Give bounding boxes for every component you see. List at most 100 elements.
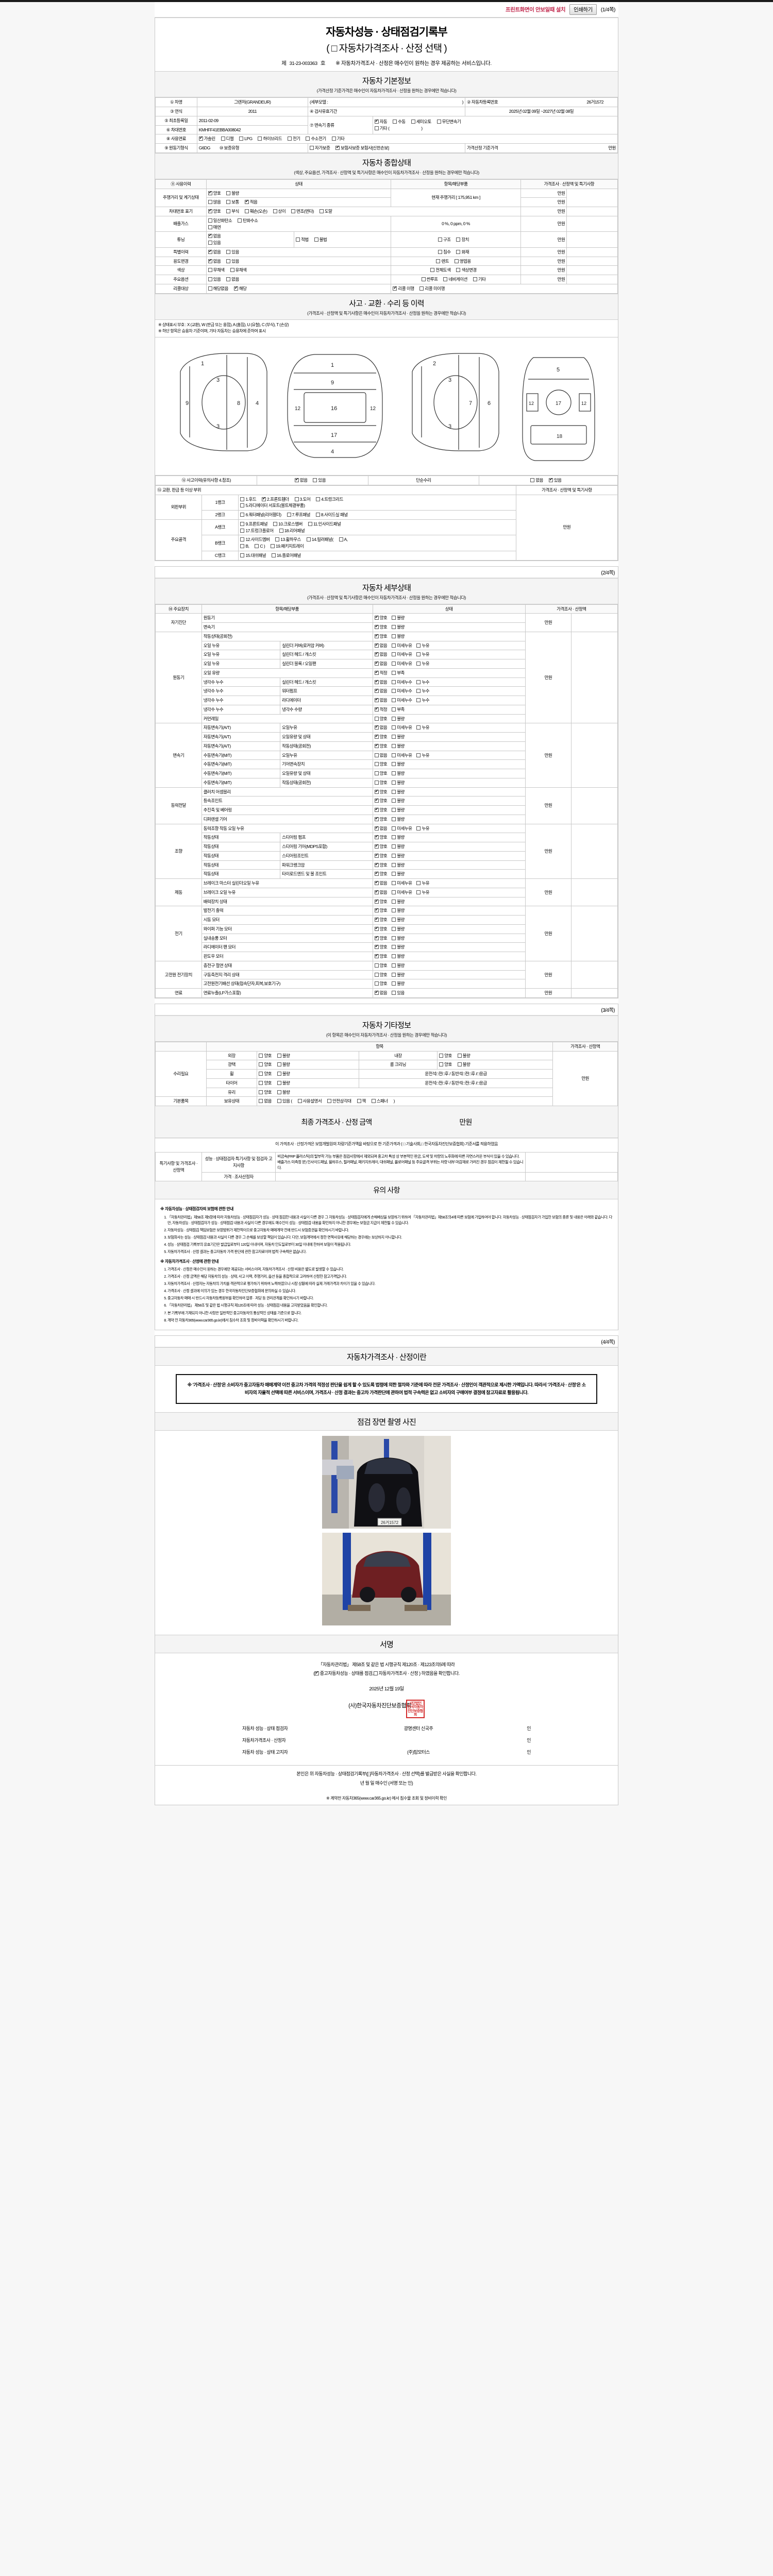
checkbox-icon[interactable] — [240, 497, 245, 501]
holding-opt-none[interactable]: 없음 — [259, 1098, 272, 1105]
checkbox-icon[interactable] — [226, 209, 231, 214]
checkbox-icon[interactable] — [374, 780, 379, 785]
interior-opt-good[interactable]: 양호 — [439, 1053, 452, 1059]
mileage-opt-normal[interactable]: 보통 — [226, 199, 239, 206]
checkbox-icon[interactable] — [374, 753, 379, 757]
checkbox-icon[interactable] — [436, 259, 441, 263]
checkbox-icon[interactable] — [392, 689, 396, 693]
recall-opt-applicable[interactable]: 해당 — [233, 285, 247, 292]
checkbox-icon[interactable] — [473, 277, 477, 282]
checkbox-icon[interactable] — [392, 926, 396, 931]
checkbox-icon[interactable] — [416, 643, 421, 648]
detail-option[interactable]: 불량 — [392, 953, 405, 960]
detail-option[interactable]: 없음 — [374, 752, 388, 759]
checkbox-icon[interactable] — [392, 716, 396, 721]
checkbox-icon[interactable] — [374, 771, 379, 776]
detail-option[interactable]: 누수 — [416, 679, 430, 686]
checkbox-icon[interactable] — [259, 1053, 263, 1058]
mileage-opt-good[interactable]: 양호 — [208, 190, 221, 197]
checkbox-icon[interactable] — [226, 200, 231, 205]
wheel-position-options[interactable]: 운전석□전□후 / 동반석□전□후 /□응급 — [358, 1069, 553, 1079]
part-front-panel[interactable]: 9.프론트패널 — [240, 521, 268, 528]
checkbox-icon[interactable] — [392, 844, 396, 849]
polish-opt-bad[interactable]: 불량 — [277, 1061, 290, 1068]
checkbox-checked-icon[interactable] — [208, 233, 212, 239]
item-manual[interactable]: 사용설명서 — [297, 1098, 322, 1105]
checkbox-icon[interactable] — [416, 680, 421, 684]
detail-option[interactable]: 미세누수 — [392, 697, 412, 704]
vin-opt-good[interactable]: 양호 — [208, 208, 221, 215]
checkbox-icon[interactable] — [208, 286, 212, 291]
checkbox-icon[interactable] — [374, 716, 379, 721]
color-opt-chromatic[interactable]: 유채색 — [230, 267, 247, 274]
checkbox-icon[interactable] — [392, 753, 396, 757]
checkbox-icon[interactable] — [392, 872, 396, 876]
checkbox-icon[interactable] — [416, 881, 421, 886]
detail-option[interactable]: 양호 — [374, 935, 388, 942]
checkbox-checked-icon[interactable] — [208, 190, 212, 195]
checkbox-icon[interactable] — [287, 137, 292, 141]
tuning-opt-legal[interactable]: 적법 — [296, 236, 309, 243]
checkbox-icon[interactable] — [208, 200, 212, 205]
detail-option[interactable]: 있음 — [392, 990, 405, 996]
checkbox-checked-icon[interactable] — [374, 789, 379, 794]
checkbox-icon[interactable] — [392, 918, 396, 922]
checkbox-checked-icon[interactable] — [393, 285, 397, 291]
detail-option[interactable]: 양호 — [374, 962, 388, 969]
checkbox-icon[interactable] — [374, 126, 379, 131]
checkbox-icon[interactable] — [277, 1062, 281, 1067]
polish-opt-good[interactable]: 양호 — [259, 1061, 272, 1068]
checkbox-checked-icon[interactable] — [374, 624, 379, 630]
checkbox-icon[interactable] — [392, 954, 396, 959]
checkbox-icon[interactable] — [238, 218, 242, 223]
detail-option[interactable]: 양호 — [374, 807, 388, 814]
mileage-opt-many[interactable]: 많음 — [208, 199, 221, 206]
checkbox-icon[interactable] — [392, 945, 396, 950]
checkbox-icon[interactable] — [392, 899, 396, 904]
checkbox-icon[interactable] — [392, 826, 396, 831]
checkbox-icon[interactable] — [306, 137, 310, 141]
fuel-opt-other[interactable]: 기타 — [331, 135, 345, 142]
detail-option[interactable]: 없음 — [374, 660, 388, 667]
detail-option[interactable]: 누수 — [416, 697, 430, 704]
detail-option[interactable]: 불량 — [392, 770, 405, 777]
part-roof-panel[interactable]: 7.루프패널 — [287, 512, 311, 518]
detail-option[interactable]: 누유 — [416, 642, 430, 649]
detail-option[interactable]: 적정 — [374, 670, 388, 676]
options-opt-sunroof[interactable]: 썬루프 — [421, 276, 438, 283]
checkbox-icon[interactable] — [392, 698, 396, 703]
vin-opt-corrosion[interactable]: 부식 — [226, 208, 239, 215]
checkbox-icon[interactable] — [277, 1053, 281, 1058]
warranty-opt-insurer[interactable]: 보험사보증 보험사[신한손보] — [335, 145, 389, 151]
checkbox-icon[interactable] — [392, 936, 396, 940]
fuel-opt-lpg[interactable]: LPG — [239, 135, 253, 142]
checkbox-icon[interactable] — [240, 553, 245, 557]
detail-option[interactable]: 양호 — [374, 862, 388, 869]
detail-option[interactable]: 없음 — [374, 724, 388, 731]
checkbox-icon[interactable] — [226, 191, 231, 195]
checkbox-checked-icon[interactable] — [208, 258, 212, 263]
part-pillar-a[interactable]: A, — [339, 536, 348, 543]
checkbox-icon[interactable] — [392, 735, 396, 739]
transmission-opt-semiauto[interactable]: 세미오토 — [411, 118, 431, 125]
transmission-opt-auto[interactable]: 자동 — [374, 118, 388, 125]
checkbox-icon[interactable] — [291, 209, 296, 214]
detail-option[interactable]: 없음 — [374, 688, 388, 694]
checkbox-icon[interactable] — [392, 991, 396, 995]
checkbox-checked-icon[interactable] — [374, 706, 379, 711]
checkbox-icon[interactable] — [221, 137, 225, 141]
checkbox-icon[interactable] — [296, 237, 300, 242]
detail-option[interactable]: 불량 — [392, 624, 405, 631]
fuel-opt-gasoline[interactable]: 가솔린 — [198, 135, 215, 142]
checkbox-checked-icon[interactable] — [374, 871, 379, 876]
checkbox-icon[interactable] — [392, 670, 396, 675]
checkbox-checked-icon[interactable] — [374, 843, 379, 849]
detail-option[interactable]: 불량 — [392, 807, 405, 814]
detail-option[interactable]: 양호 — [374, 853, 388, 859]
checkbox-icon[interactable] — [392, 780, 396, 785]
checkbox-checked-icon[interactable] — [233, 285, 238, 291]
part-trunk-floor[interactable]: 17.트렁크플로어 — [240, 528, 274, 534]
checkbox-checked-icon[interactable] — [374, 899, 379, 904]
checkbox-icon[interactable] — [392, 662, 396, 666]
checkbox-checked-icon[interactable] — [374, 697, 379, 703]
